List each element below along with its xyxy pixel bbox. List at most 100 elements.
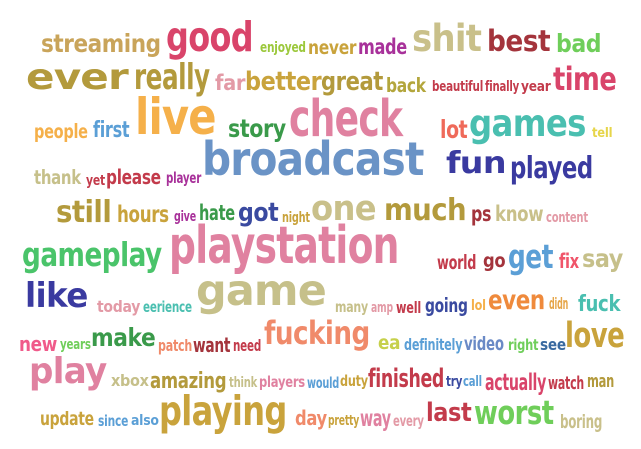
word-hate: hate xyxy=(199,201,235,226)
word-time: time xyxy=(553,61,617,98)
word-need: need xyxy=(233,336,262,355)
word-world: world xyxy=(437,251,477,274)
word-story: story xyxy=(228,114,286,143)
word-would: would xyxy=(307,374,340,392)
word-boring: boring xyxy=(560,412,603,433)
word-really: really xyxy=(134,56,210,98)
word-fun: fun xyxy=(446,146,507,181)
word-yet: yet xyxy=(86,173,105,189)
word-people: people xyxy=(34,120,88,143)
word-got: got xyxy=(238,198,279,228)
word-eerience: eerience xyxy=(143,298,192,316)
word-today: today xyxy=(97,297,141,316)
word-want: want xyxy=(193,333,231,357)
word-give: give xyxy=(174,209,196,225)
word-pretty: pretty xyxy=(328,413,360,429)
word-years: years xyxy=(60,337,91,353)
word-good: good xyxy=(166,13,254,61)
word-best: best xyxy=(487,25,551,59)
word-duty: duty xyxy=(340,372,368,390)
word-go: go xyxy=(483,249,506,272)
word-made: made xyxy=(358,35,407,60)
word-make: make xyxy=(91,324,156,353)
word-call: call xyxy=(463,374,482,390)
word-think: think xyxy=(229,375,258,391)
word-tell: tell xyxy=(592,126,613,141)
word-say: say xyxy=(582,244,623,273)
word-finished: finished xyxy=(368,364,444,394)
word-year: year xyxy=(521,79,551,95)
word-please: please xyxy=(106,165,161,189)
word-night: night xyxy=(282,210,310,226)
word-ps: ps xyxy=(471,202,492,227)
word-enjoyed: enjoyed xyxy=(260,40,306,56)
word-one: one xyxy=(311,189,377,229)
word-every: every xyxy=(393,412,424,430)
word-thank: thank xyxy=(34,166,81,189)
word-great: great xyxy=(321,67,383,97)
word-shit: shit xyxy=(412,17,482,61)
word-beautiful: beautiful xyxy=(432,79,484,95)
word-actually: actually xyxy=(485,368,547,396)
word-going: going xyxy=(425,294,468,317)
word-like: like xyxy=(25,277,88,316)
word-new: new xyxy=(19,332,57,356)
word-game: game xyxy=(196,266,327,316)
word-way: way xyxy=(360,404,391,432)
word-well: well xyxy=(396,298,422,317)
word-back: back xyxy=(386,74,426,97)
word-right: right xyxy=(508,336,539,354)
word-finally: finally xyxy=(485,79,519,95)
word-ea: ea xyxy=(378,333,401,354)
word-fuck: fuck xyxy=(578,291,621,317)
word-get: get xyxy=(508,238,553,276)
word-fix: fix xyxy=(559,249,579,273)
word-watch: watch xyxy=(548,374,584,394)
word-since: since xyxy=(98,412,129,430)
word-many: many xyxy=(335,298,368,316)
word-hours: hours xyxy=(117,200,169,228)
word-bad: bad xyxy=(556,30,602,59)
word-broadcast: broadcast xyxy=(202,133,424,187)
word-play: play xyxy=(29,350,107,392)
word-still: still xyxy=(56,195,112,230)
word-games: games xyxy=(469,102,586,146)
word-content: content xyxy=(546,210,588,226)
word-check: check xyxy=(289,90,403,149)
word-day: day xyxy=(295,406,327,430)
word-update: update xyxy=(40,409,94,430)
word-worst: worst xyxy=(474,394,554,432)
word-gameplay: gameplay xyxy=(22,236,162,274)
word-even: even xyxy=(488,285,545,316)
word-amazing: amazing xyxy=(150,368,227,394)
word-played: played xyxy=(510,151,593,186)
word-amp: amp xyxy=(371,300,393,316)
word-lot: lot xyxy=(440,115,468,144)
word-ever: ever xyxy=(26,56,129,98)
word-far: far xyxy=(215,71,246,96)
word-last: last xyxy=(426,398,472,428)
word-streaming: streaming xyxy=(41,30,161,59)
word-see: see xyxy=(540,335,566,354)
word-man: man xyxy=(587,372,615,392)
word-never: never xyxy=(308,36,357,59)
word-playing: playing xyxy=(159,387,287,435)
word-definitely: definitely xyxy=(404,335,463,354)
word-patch: patch xyxy=(158,336,193,355)
word-know: know xyxy=(495,202,544,227)
word-try: try xyxy=(446,374,463,390)
word-player: player xyxy=(166,169,202,187)
word-video: video xyxy=(464,334,504,355)
word-better: better xyxy=(245,67,322,97)
word-playstation: playstation xyxy=(169,215,399,276)
word-also: also xyxy=(131,413,159,429)
word-love: love xyxy=(565,316,625,356)
word-much: much xyxy=(384,193,467,228)
word-players: players xyxy=(259,373,305,391)
word-live: live xyxy=(135,89,217,147)
word-lol: lol xyxy=(471,298,486,314)
word-xbox: xbox xyxy=(111,371,149,390)
word-first: first xyxy=(93,117,130,143)
word-didn: didn xyxy=(549,294,569,313)
